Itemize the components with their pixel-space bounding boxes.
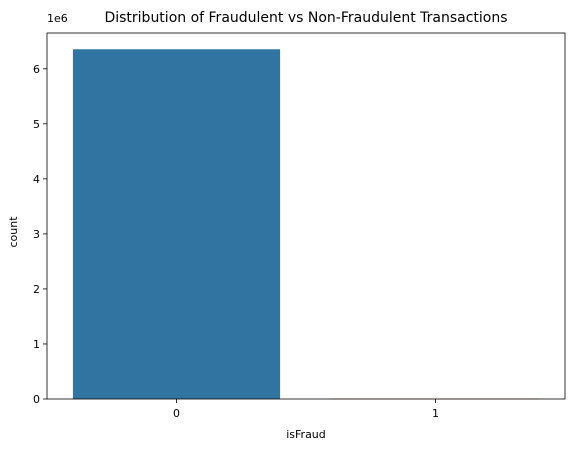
bars-group <box>72 49 540 400</box>
chart-title: Distribution of Fraudulent vs Non-Fraudu… <box>104 10 507 26</box>
ticks-group: 0 1 0 1 2 3 4 5 6 <box>33 63 439 420</box>
y-tick-label-5: 5 <box>33 118 40 131</box>
x-tick-label-1: 1 <box>432 407 439 420</box>
y-tick-label-4: 4 <box>33 173 40 186</box>
plot-frame <box>46 32 566 400</box>
y-tick-label-2: 2 <box>33 283 40 296</box>
y-tick-label-6: 6 <box>33 63 40 76</box>
y-tick-label-1: 1 <box>33 338 40 351</box>
y-axis-label: count <box>7 216 20 248</box>
axes-frame <box>46 32 566 400</box>
y-tick-label-3: 3 <box>33 228 40 241</box>
y-offset-label: 1e6 <box>47 12 68 25</box>
y-tick-label-0: 0 <box>33 393 40 406</box>
bar-0 <box>72 49 281 399</box>
x-tick-label-0: 0 <box>173 407 180 420</box>
x-axis-label: isFraud <box>286 428 326 441</box>
